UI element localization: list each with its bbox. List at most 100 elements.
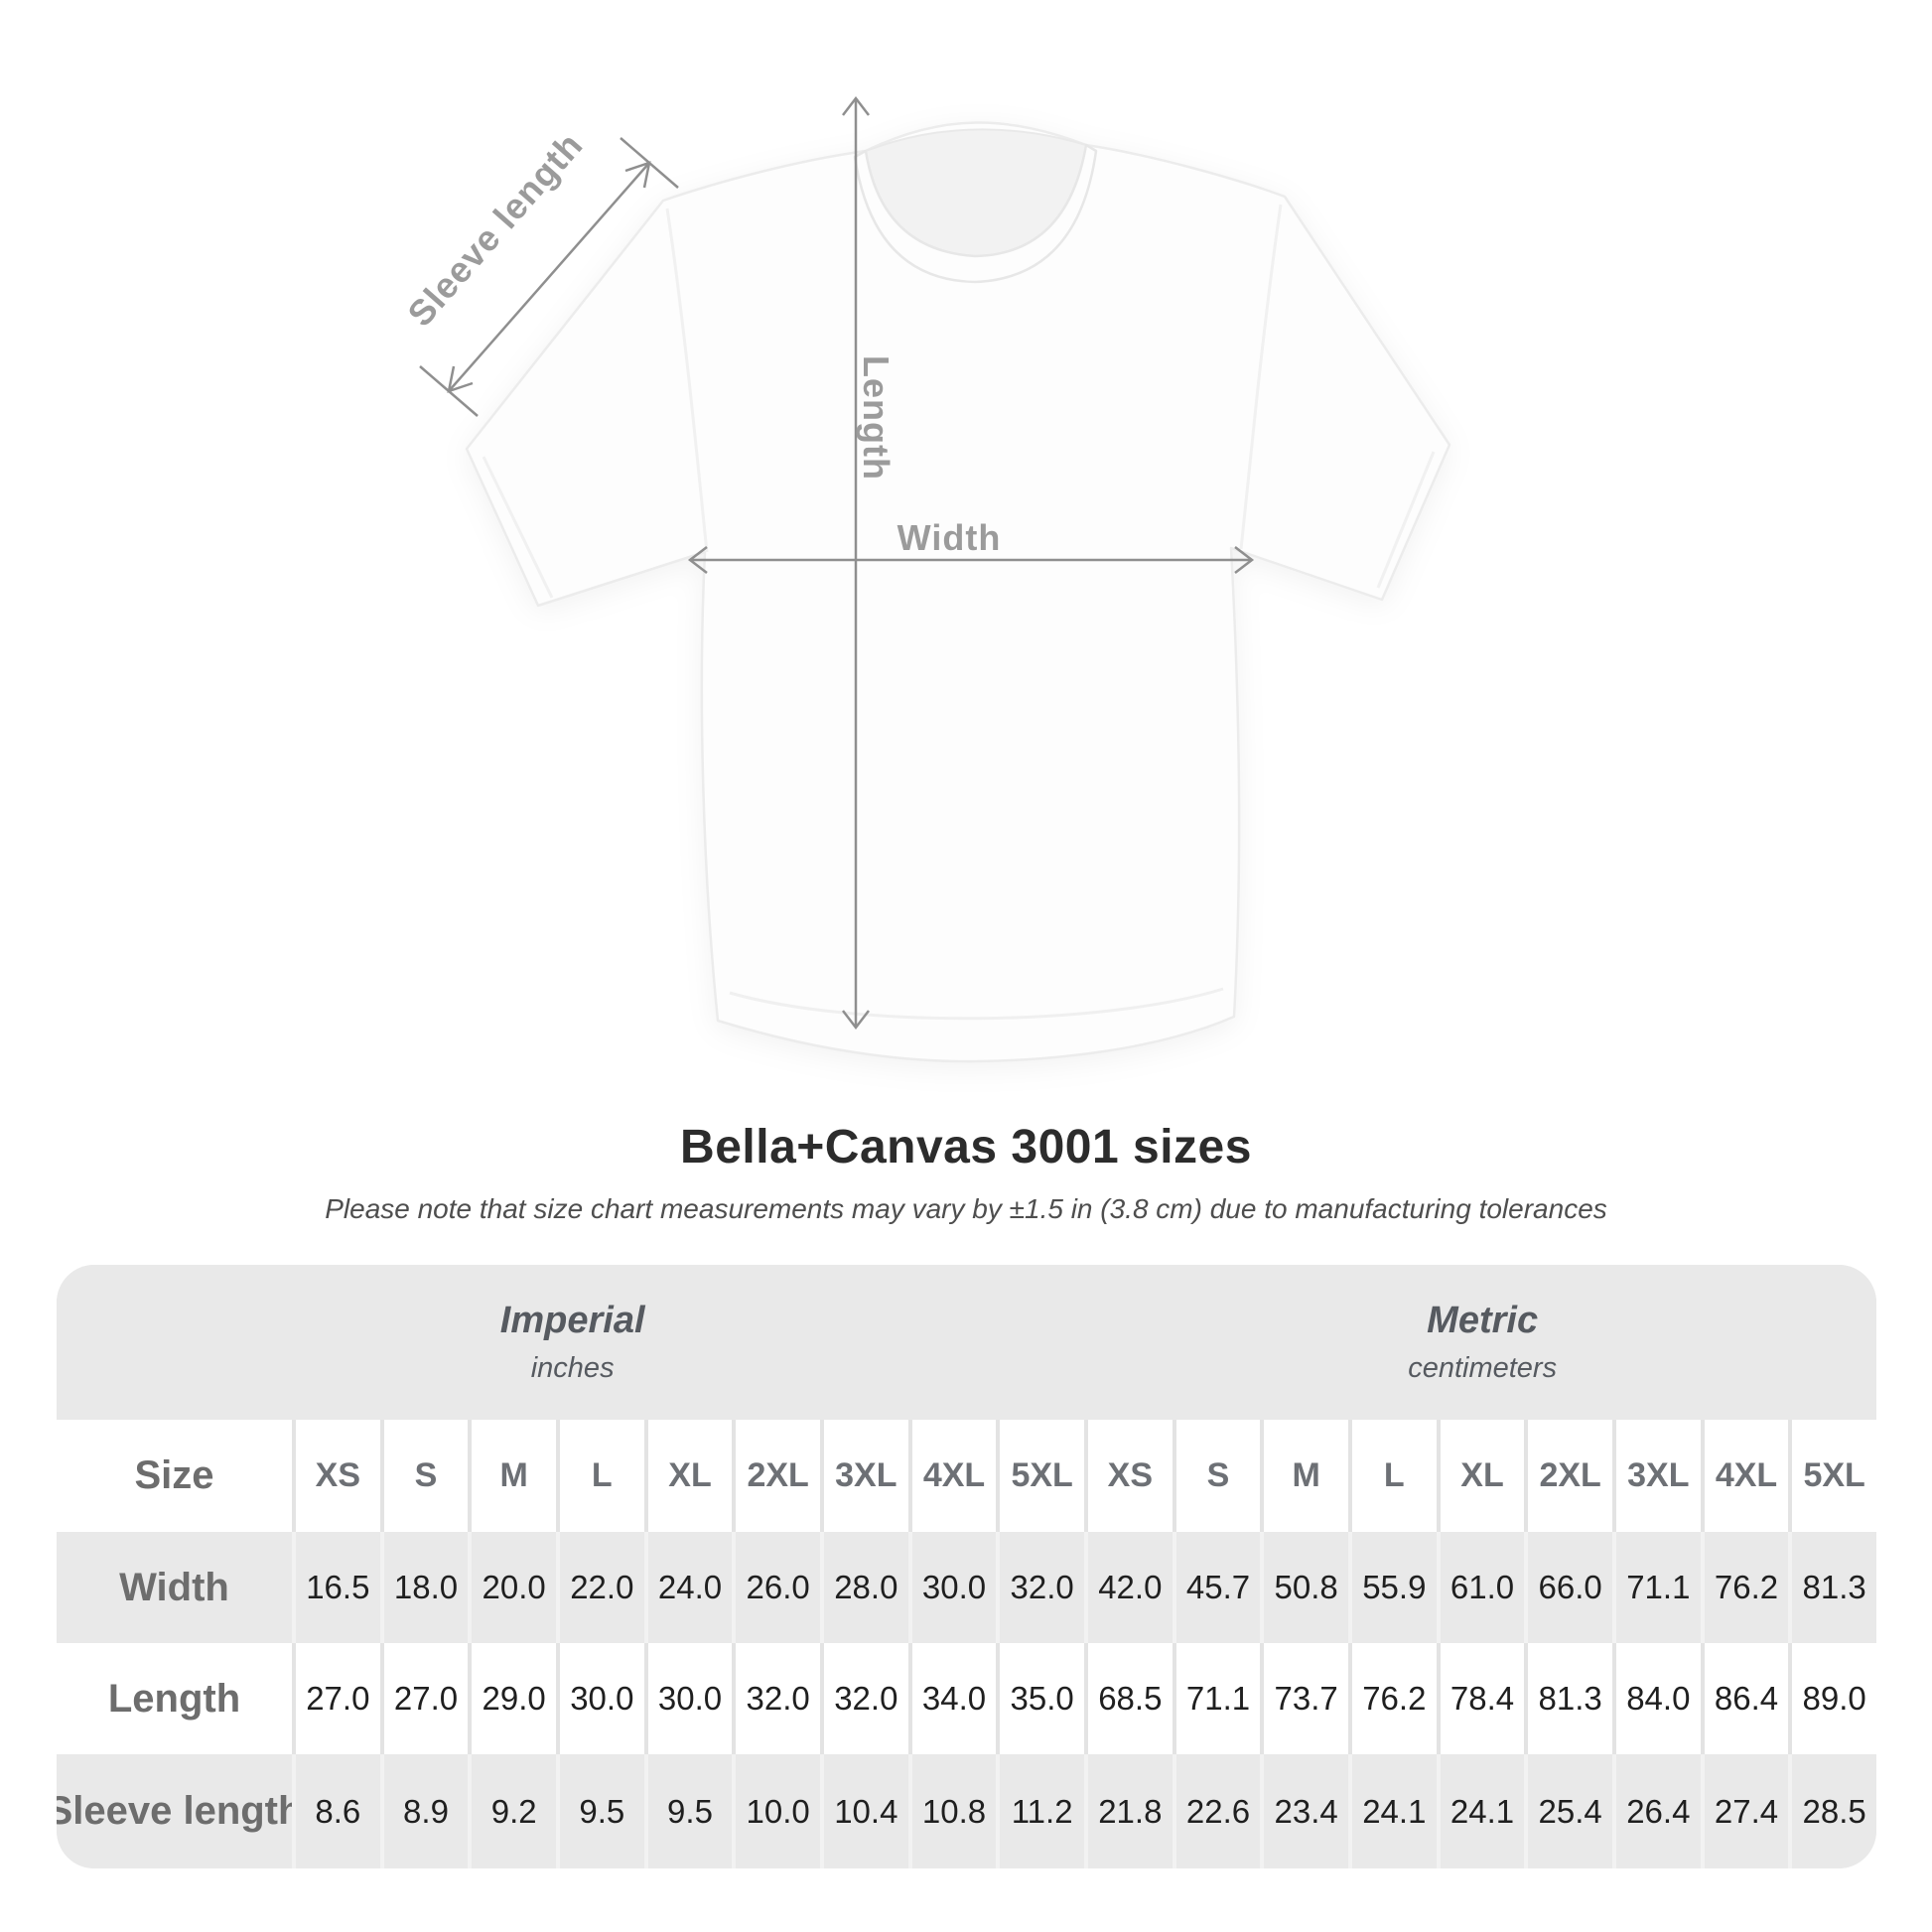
width-arrow-label: Width: [897, 517, 1002, 558]
row-label: Sleeve length: [57, 1754, 302, 1868]
value-cell: 26.4: [1611, 1754, 1701, 1868]
left-cuff-seam: [482, 456, 554, 599]
value-cell: 28.5: [1788, 1754, 1876, 1868]
page-subtitle: Please note that size chart measurements…: [325, 1193, 1607, 1224]
row-label: Width: [57, 1532, 292, 1643]
value-cell: 21.8: [1083, 1754, 1173, 1868]
value-cell: 32.0: [819, 1643, 908, 1754]
width-arrow: [687, 546, 1255, 574]
tshirt-outline: [465, 121, 1451, 1063]
value-cell: 29.0: [468, 1643, 556, 1754]
size-header-cell: S: [1172, 1420, 1261, 1532]
value-cell: 78.4: [1436, 1643, 1525, 1754]
value-cell: 30.0: [555, 1643, 644, 1754]
value-cell: 81.3: [1524, 1643, 1612, 1754]
right-cuff-seam: [1376, 451, 1436, 589]
value-cell: 11.2: [996, 1754, 1084, 1868]
value-cell: 24.1: [1436, 1754, 1525, 1868]
value-cell: 71.1: [1611, 1532, 1701, 1643]
value-cell: 84.0: [1611, 1643, 1701, 1754]
size-header-cell: 2XL: [732, 1420, 820, 1532]
value-cell: 61.0: [1436, 1532, 1525, 1643]
page-title: Bella+Canvas 3001 sizes: [680, 1121, 1252, 1173]
value-cell: 24.1: [1347, 1754, 1437, 1868]
size-header-cell: 4XL: [907, 1420, 997, 1532]
tshirt-diagram: Length Width Sleeve length: [399, 95, 1451, 1063]
value-cell: 81.3: [1788, 1532, 1876, 1643]
value-cell: 10.0: [732, 1754, 820, 1868]
right-sleeve-seam: [1239, 204, 1283, 550]
value-cell: 10.8: [907, 1754, 997, 1868]
size-header-cell: 2XL: [1524, 1420, 1612, 1532]
sleeve-length-arrow-label: Sleeve length: [399, 124, 591, 334]
left-sleeve-seam: [665, 207, 709, 553]
units-row: Imperial inches Metric centimeters: [57, 1265, 1876, 1420]
value-cell: 32.0: [996, 1532, 1084, 1643]
value-cell: 27.0: [379, 1643, 469, 1754]
value-cell: 22.6: [1172, 1754, 1261, 1868]
unit-group-name: Imperial: [499, 1300, 645, 1341]
value-cell: 50.8: [1260, 1532, 1348, 1643]
value-cell: 86.4: [1700, 1643, 1789, 1754]
size-header-cell: 3XL: [1611, 1420, 1701, 1532]
value-cell: 76.2: [1700, 1532, 1789, 1643]
size-table: Imperial inches Metric centimeters Size X…: [57, 1265, 1876, 1868]
value-cell: 55.9: [1347, 1532, 1437, 1643]
value-cell: 42.0: [1083, 1532, 1173, 1643]
value-cell: 9.2: [468, 1754, 556, 1868]
size-col-header: Size: [57, 1420, 292, 1532]
value-cell: 22.0: [555, 1532, 644, 1643]
value-cell: 68.5: [1083, 1643, 1173, 1754]
size-header-cell: 3XL: [819, 1420, 908, 1532]
hem-seam: [729, 987, 1224, 1021]
sleeve-length-arrow: [419, 137, 679, 417]
unit-group-unit: centimeters: [1408, 1352, 1558, 1384]
unit-group-metric: Metric centimeters: [1088, 1265, 1876, 1420]
value-cell: 45.7: [1172, 1532, 1261, 1643]
value-cell: 27.4: [1700, 1754, 1789, 1868]
value-cell: 16.5: [292, 1532, 380, 1643]
tshirt: [465, 121, 1451, 1063]
size-header-cell: 5XL: [1788, 1420, 1876, 1532]
size-grid: Size XS S M L XL 2XL 3XL 4XL 5XL XS S M L XL 2XL 3XL 4XL 5…: [57, 1420, 1876, 1868]
value-cell: 25.4: [1524, 1754, 1612, 1868]
value-cell: 73.7: [1260, 1643, 1348, 1754]
size-header-cell: 5XL: [996, 1420, 1084, 1532]
size-header-cell: XL: [1436, 1420, 1525, 1532]
value-cell: 18.0: [379, 1532, 469, 1643]
size-header-cell: M: [468, 1420, 556, 1532]
value-cell: 27.0: [292, 1643, 380, 1754]
value-cell: 89.0: [1788, 1643, 1876, 1754]
value-cell: 34.0: [907, 1643, 997, 1754]
collar-band: [853, 143, 1098, 284]
unit-group-name: Metric: [1427, 1300, 1539, 1341]
value-cell: 66.0: [1524, 1532, 1612, 1643]
value-cell: 9.5: [555, 1754, 644, 1868]
length-arrow: [842, 95, 870, 1031]
value-cell: 24.0: [643, 1532, 733, 1643]
row-label: Length: [57, 1643, 292, 1754]
value-cell: 71.1: [1172, 1643, 1261, 1754]
size-header-cell: M: [1260, 1420, 1348, 1532]
value-cell: 76.2: [1347, 1643, 1437, 1754]
size-header-cell: L: [1347, 1420, 1437, 1532]
value-cell: 35.0: [996, 1643, 1084, 1754]
value-cell: 26.0: [732, 1532, 820, 1643]
value-cell: 8.9: [379, 1754, 469, 1868]
value-cell: 30.0: [643, 1643, 733, 1754]
value-cell: 8.6: [292, 1754, 380, 1868]
value-cell: 23.4: [1260, 1754, 1348, 1868]
unit-group-unit: inches: [530, 1352, 615, 1384]
size-header-cell: XL: [643, 1420, 733, 1532]
value-cell: 30.0: [907, 1532, 997, 1643]
size-header-cell: XS: [292, 1420, 380, 1532]
value-cell: 9.5: [643, 1754, 733, 1868]
value-cell: 20.0: [468, 1532, 556, 1643]
length-arrow-label: Length: [856, 355, 897, 481]
size-header-cell: 4XL: [1700, 1420, 1789, 1532]
value-cell: 32.0: [732, 1643, 820, 1754]
value-cell: 10.4: [819, 1754, 908, 1868]
size-header-cell: S: [379, 1420, 469, 1532]
size-header-cell: XS: [1083, 1420, 1173, 1532]
